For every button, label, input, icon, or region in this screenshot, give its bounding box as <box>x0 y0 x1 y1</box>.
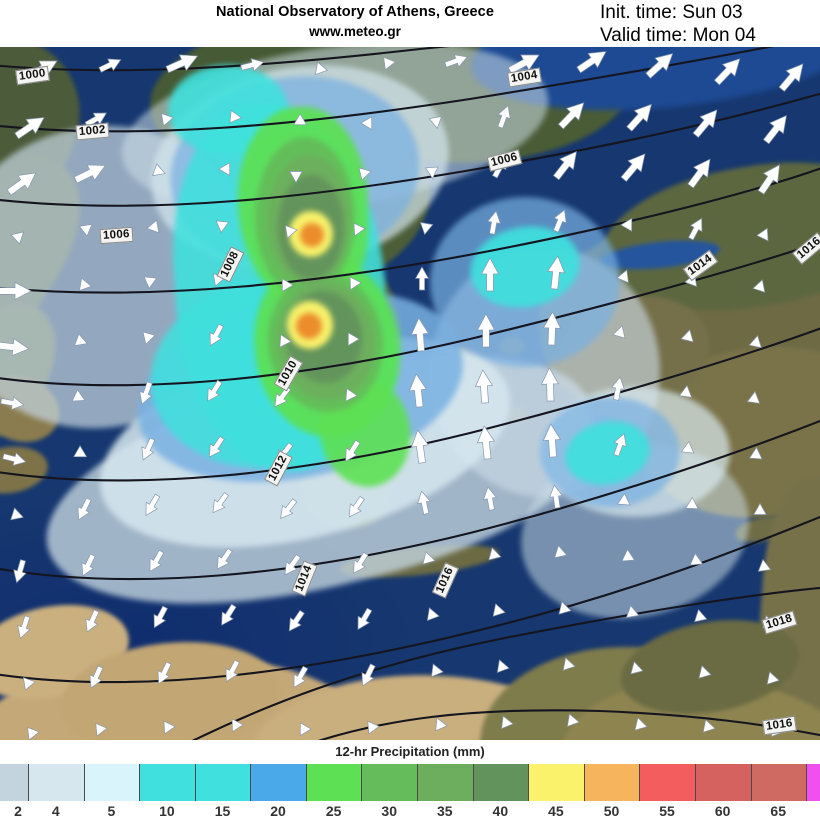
watermark-brand: eo <box>0 645 1 672</box>
legend-swatch <box>28 764 84 801</box>
isobar-path <box>0 419 820 581</box>
legend-swatch <box>194 764 251 801</box>
meteo-watermark: eo a po <box>0 645 1 701</box>
isobar-label: 1016 <box>431 562 459 599</box>
legend-swatch <box>139 764 195 801</box>
isobar-label: 1006 <box>486 149 523 172</box>
legend-tick-label: 55 <box>659 803 675 819</box>
isobar-label: 1002 <box>75 122 110 141</box>
legend-swatch <box>639 764 695 801</box>
header-valid-time: Valid time: Mon 04 <box>600 25 756 46</box>
legend-title: 12-hr Precipitation (mm) <box>335 744 485 759</box>
legend-swatch <box>806 764 820 801</box>
legend-tick-label: 50 <box>603 803 620 819</box>
legend-swatch <box>0 764 28 801</box>
legend-tick-label: 4 <box>51 803 60 819</box>
header-field-title: ...d Wind <box>0 1 122 24</box>
header-center-block: National Observatory of Athens, Greece w… <box>140 3 570 41</box>
isobar-label: 1006 <box>99 226 134 245</box>
map-canvas[interactable]: 1000 1002 1006 1004 1006 1008 1010 1012 … <box>0 47 820 740</box>
legend-tick-label: 20 <box>270 803 286 819</box>
watermark-sub1: a <box>0 671 1 686</box>
legend-tick-label: 40 <box>492 803 509 819</box>
legend-tick-label: 5 <box>107 803 116 819</box>
header-init-time: Init. time: Sun 03 <box>600 2 743 23</box>
legend-tick-label: 60 <box>714 803 731 819</box>
isobar-path <box>0 515 820 684</box>
isobar-label: 1012 <box>264 450 293 487</box>
legend-tick-label: 65 <box>770 803 786 819</box>
legend-swatch <box>750 764 807 801</box>
legend-colorbar <box>0 764 820 801</box>
watermark-sub2: po <box>0 686 1 701</box>
isobar-label-layer: 1000 1002 1006 1004 1006 1008 1010 1012 … <box>0 47 820 740</box>
isobar-path <box>0 47 450 72</box>
isobar-label: 1010 <box>273 355 304 392</box>
legend-tick-label: 25 <box>325 803 342 819</box>
isobar-path <box>0 92 820 207</box>
isobar-label: 1016 <box>762 715 797 736</box>
isobar-path <box>0 47 775 133</box>
header-run-hour: ...6z <box>0 24 122 47</box>
legend-swatch <box>361 764 418 801</box>
isobar-layer <box>0 47 820 740</box>
legend-swatch <box>250 764 306 801</box>
isobar-path <box>0 167 820 294</box>
legend-swatch <box>305 764 362 801</box>
isobar-path <box>191 586 820 740</box>
isobar-path <box>0 241 820 387</box>
header-right-block: Init. time: Sun 03 Valid time: Mon 04 <box>600 1 820 47</box>
header-website: www.meteo.gr <box>309 24 401 39</box>
precipitation-layer <box>0 47 820 740</box>
legend-swatch <box>417 764 473 801</box>
legend-swatch <box>528 764 584 801</box>
header-institution: National Observatory of Athens, Greece <box>215 4 495 20</box>
header-left-block: ...d Wind ...6z <box>0 1 122 47</box>
isobar-label: 1000 <box>15 65 50 86</box>
legend-tick-label: 30 <box>381 803 397 819</box>
isobar-label: 1004 <box>507 67 542 88</box>
isobar-label: 1008 <box>216 246 245 283</box>
isobar-label: 1014 <box>682 249 719 282</box>
legend-swatch <box>83 764 140 801</box>
isobar-path <box>0 327 820 482</box>
legend-ticks: 2 4 5 10 15 20 25 30 35 40 45 50 55 60 65 <box>0 803 820 820</box>
isobar-label: 1016 <box>792 232 820 265</box>
legend-tick-label: 10 <box>159 803 175 819</box>
legend-swatch <box>694 764 751 801</box>
legend-tick-label: 2 <box>14 803 22 819</box>
isobar-label: 1014 <box>291 560 318 597</box>
legend-swatch <box>472 764 529 801</box>
isobar-label: 1018 <box>761 610 798 635</box>
legend-swatch <box>583 764 640 801</box>
legend-tick-label: 45 <box>548 803 564 819</box>
legend-tick-label: 15 <box>214 803 231 819</box>
precipitation-legend: 12-hr Precipitation (mm) 2 4 5 10 15 20 25 30 35… <box>0 740 820 820</box>
legend-tick-label: 35 <box>436 803 453 819</box>
map-header: ...d Wind ...6z National Observatory of … <box>0 0 820 47</box>
